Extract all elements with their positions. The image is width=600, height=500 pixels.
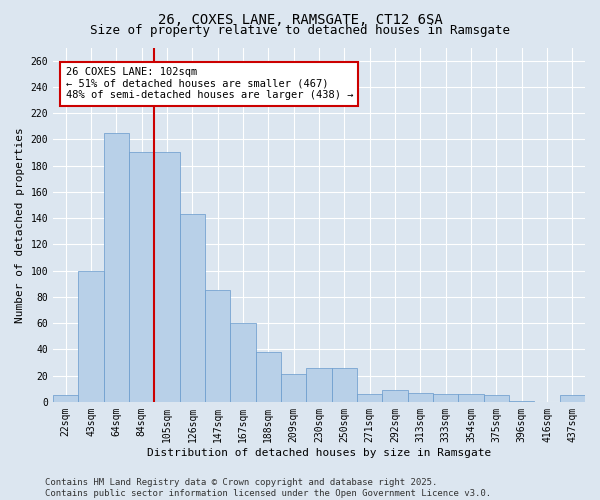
Bar [332,368,357,402]
Y-axis label: Number of detached properties: Number of detached properties [15,127,25,322]
Bar [307,368,332,402]
Bar [281,374,307,402]
Bar [357,394,382,402]
Bar [129,152,154,402]
Bar [509,400,535,402]
Bar [458,394,484,402]
Bar [230,323,256,402]
Text: 26 COXES LANE: 102sqm
← 51% of detached houses are smaller (467)
48% of semi-det: 26 COXES LANE: 102sqm ← 51% of detached … [66,67,353,100]
Text: Contains HM Land Registry data © Crown copyright and database right 2025.
Contai: Contains HM Land Registry data © Crown c… [45,478,491,498]
Bar [205,290,230,402]
Bar [407,392,433,402]
Bar [256,352,281,402]
Bar [53,396,79,402]
Bar [104,133,129,402]
Bar [79,270,104,402]
Bar [179,214,205,402]
X-axis label: Distribution of detached houses by size in Ramsgate: Distribution of detached houses by size … [147,448,491,458]
Text: Size of property relative to detached houses in Ramsgate: Size of property relative to detached ho… [90,24,510,37]
Bar [560,396,585,402]
Bar [433,394,458,402]
Bar [382,390,407,402]
Text: 26, COXES LANE, RAMSGATE, CT12 6SA: 26, COXES LANE, RAMSGATE, CT12 6SA [158,12,442,26]
Bar [154,152,179,402]
Bar [484,396,509,402]
